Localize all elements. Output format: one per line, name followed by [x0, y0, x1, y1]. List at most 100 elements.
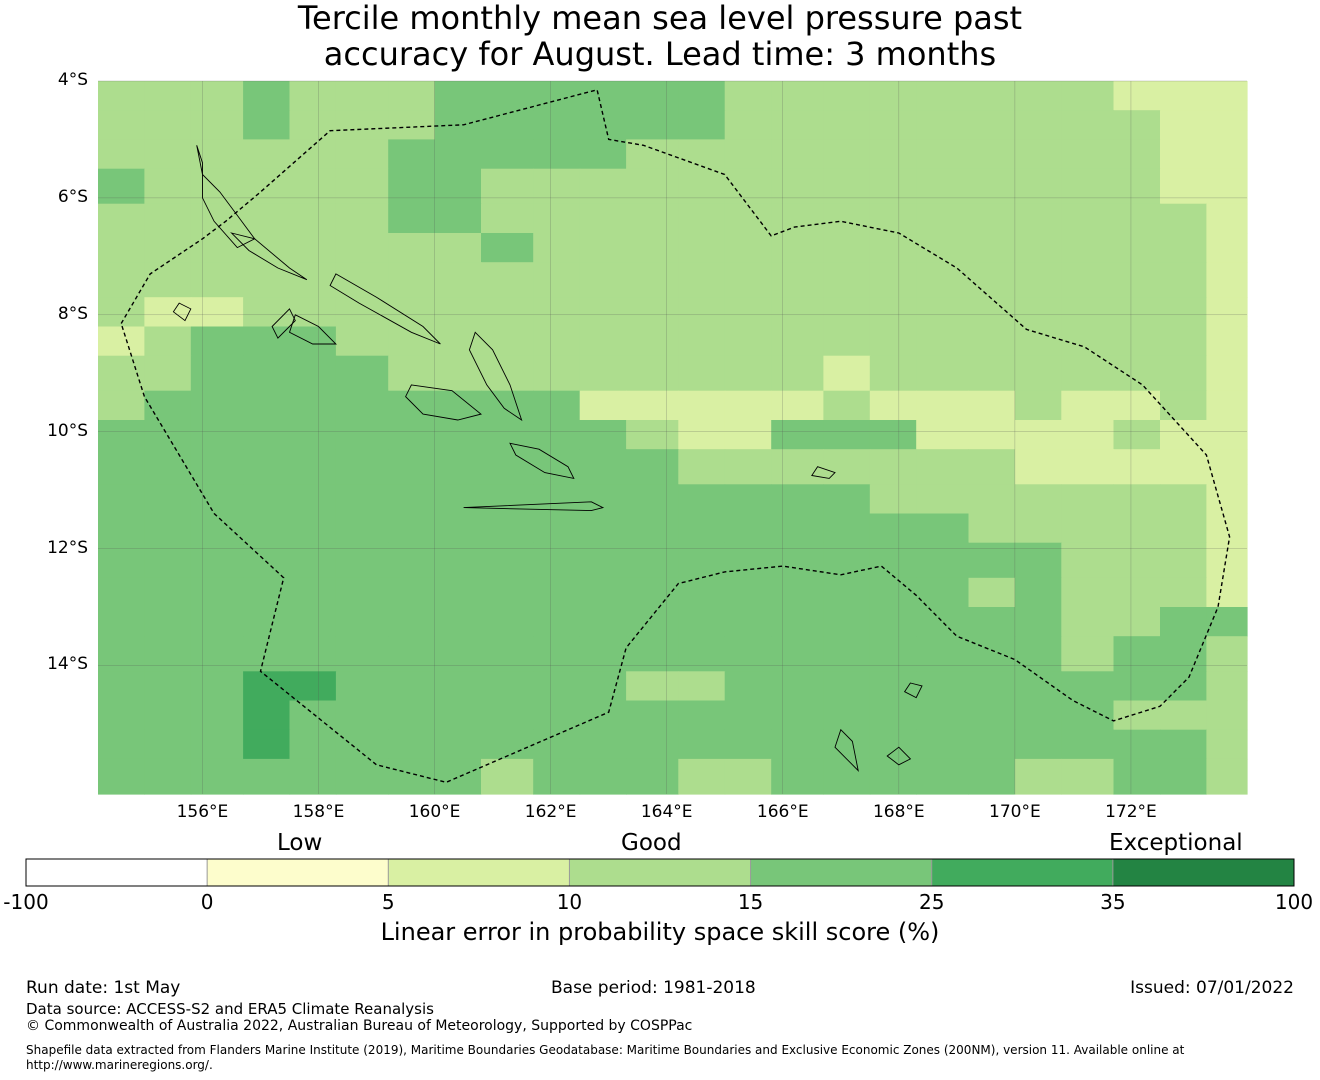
skill-cell	[388, 420, 436, 450]
skill-cell	[388, 636, 436, 672]
skill-cell	[434, 262, 482, 298]
skill-cell	[771, 758, 824, 795]
skill-cell	[1206, 577, 1248, 608]
skill-cell	[190, 390, 244, 421]
skill-cell	[190, 636, 244, 672]
skill-cell	[335, 203, 389, 234]
skill-cell	[481, 671, 534, 702]
colorbar-tick-label: 0	[200, 890, 214, 914]
skill-cell	[823, 355, 871, 392]
skill-cell	[481, 390, 534, 421]
skill-cell	[968, 81, 1016, 111]
skill-cell	[289, 110, 337, 140]
skill-cell	[388, 110, 436, 140]
skill-cell	[335, 671, 389, 702]
skill-cell	[916, 81, 969, 111]
skill-cell	[190, 110, 244, 140]
skill-cell	[771, 110, 824, 140]
skill-cell	[823, 81, 871, 111]
skill-cell	[1206, 110, 1248, 140]
skill-cell	[190, 355, 244, 392]
skill-cell	[724, 168, 772, 205]
skill-cell	[481, 168, 534, 205]
skill-cell	[724, 449, 772, 485]
skill-cell	[434, 484, 482, 515]
skill-cell	[1014, 390, 1062, 421]
lat-tick-label: 4°S	[57, 70, 88, 90]
skill-cell	[434, 636, 482, 672]
skill-cell	[1014, 168, 1062, 205]
skill-cell	[533, 671, 581, 702]
skill-cell	[1061, 203, 1115, 234]
island-coastline	[288, 314, 337, 345]
skill-cell	[335, 81, 389, 111]
skill-cell	[678, 233, 726, 263]
skill-cell	[289, 262, 337, 298]
skill-cell	[626, 671, 679, 702]
island-coastline	[468, 331, 523, 422]
island-coastline	[271, 308, 296, 339]
skill-cell	[335, 729, 389, 760]
skill-cell	[388, 233, 436, 263]
skill-cell	[579, 758, 627, 795]
skill-cell	[289, 636, 337, 672]
skill-cell	[481, 262, 534, 298]
skill-cell	[1160, 484, 1207, 515]
skill-cell	[434, 449, 482, 485]
skill-cell	[771, 203, 824, 234]
skill-cell	[388, 326, 436, 357]
skill-cell	[916, 110, 969, 140]
skill-cell	[1113, 758, 1161, 795]
skill-cell	[243, 297, 291, 327]
skill-cell	[144, 168, 192, 205]
skill-cell	[771, 262, 824, 298]
skill-cell	[1160, 203, 1207, 234]
skill-cell	[1113, 513, 1161, 544]
skill-cell	[1061, 542, 1115, 579]
skill-cell	[289, 326, 337, 357]
island-coastline	[329, 273, 441, 345]
skill-cell	[1014, 110, 1062, 140]
skill-cell	[1061, 636, 1115, 672]
skill-cell	[823, 168, 871, 205]
skill-cell	[98, 203, 145, 234]
issued-date: Issued: 07/01/2022	[1130, 978, 1294, 998]
lon-tick-label: 158°E	[292, 802, 345, 822]
skill-cell	[1113, 390, 1161, 421]
skill-cell	[869, 110, 917, 140]
skill-cell	[335, 449, 389, 485]
skill-cell	[98, 81, 145, 111]
skill-cell	[335, 420, 389, 450]
skill-cell	[771, 297, 824, 327]
skill-cell	[1061, 729, 1115, 760]
island-coastline	[811, 466, 836, 479]
skill-cell	[724, 577, 772, 608]
skill-cell	[823, 607, 871, 637]
skill-cell	[1014, 326, 1062, 357]
skill-cell	[1113, 636, 1161, 672]
skill-cell	[724, 484, 772, 515]
skill-cell	[98, 355, 145, 392]
data-source: Data source: ACCESS-S2 and ERA5 Climate …	[26, 1000, 434, 1018]
skill-cell	[1061, 607, 1115, 637]
skill-cell	[823, 577, 871, 608]
skill-cell	[434, 758, 482, 795]
skill-cell	[678, 168, 726, 205]
skill-cell	[434, 168, 482, 205]
skill-cell	[869, 671, 917, 702]
skill-cell	[869, 326, 917, 357]
skill-cell	[190, 671, 244, 702]
skill-cell	[626, 81, 679, 111]
skill-cell	[434, 729, 482, 760]
skill-cell	[533, 233, 581, 263]
skill-cell	[823, 636, 871, 672]
colorbar-bin	[1112, 859, 1295, 886]
skill-cell	[190, 203, 244, 234]
skill-cell	[481, 203, 534, 234]
skill-cell	[533, 758, 581, 795]
skill-cell	[724, 390, 772, 421]
skill-cell	[98, 671, 145, 702]
skill-cell	[98, 484, 145, 515]
skill-cell	[869, 513, 917, 544]
skill-cell	[190, 729, 244, 760]
